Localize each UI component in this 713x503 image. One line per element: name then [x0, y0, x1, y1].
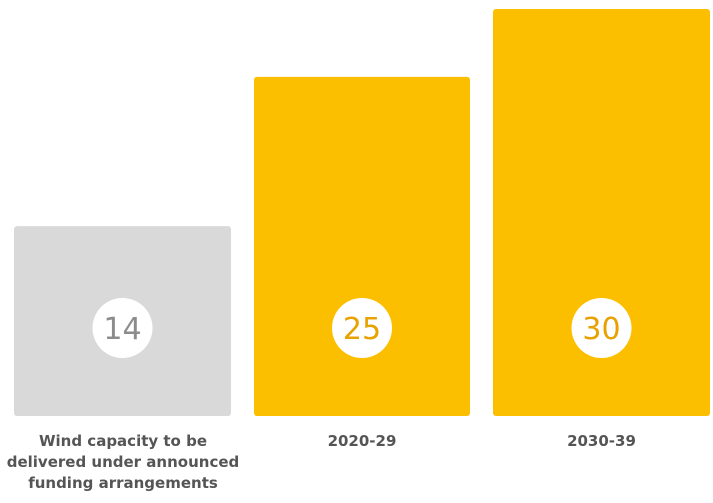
value-label-0: 14 — [103, 312, 141, 347]
bar-2 — [493, 9, 710, 416]
category-label-0: Wind capacity to be delivered under anno… — [6, 432, 240, 492]
value-badge-1 — [332, 298, 392, 358]
value-badge-2 — [571, 298, 632, 358]
value-label-2: 30 — [582, 312, 620, 347]
category-label-1: 2020-29 — [327, 432, 397, 450]
category-label-2: 2030-39 — [567, 432, 636, 450]
value-label-1: 25 — [343, 312, 381, 347]
bar-1 — [254, 76, 470, 416]
value-badge-0 — [92, 298, 153, 358]
